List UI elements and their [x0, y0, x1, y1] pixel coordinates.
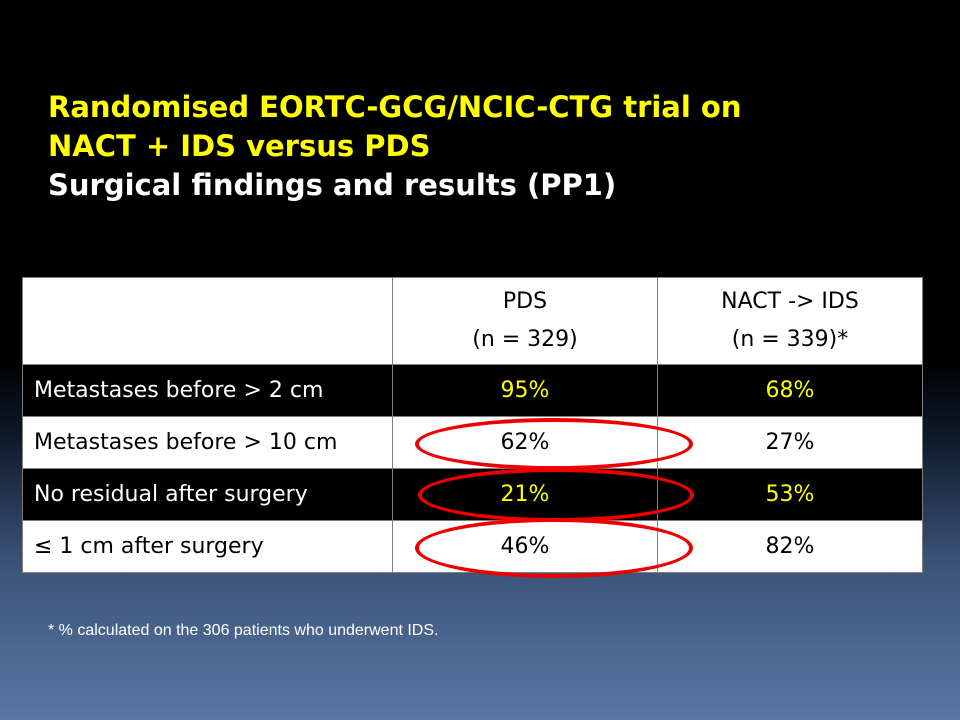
row-label: Metastases before > 10 cm — [22, 415, 393, 469]
title-line-1: Randomised EORTC-GCG/NCIC-CTG trial on — [48, 90, 742, 124]
header-nact: NACT -> IDS (n = 339)* — [657, 277, 923, 365]
nact-value: 82% — [657, 519, 923, 574]
pds-value: 95% — [392, 363, 658, 417]
header-pds-title: PDS — [502, 288, 548, 314]
row-label: No residual after surgery — [22, 467, 393, 521]
nact-value: 68% — [657, 363, 923, 417]
row-label: Metastases before > 2 cm — [22, 363, 393, 417]
header-pds: PDS (n = 329) — [392, 277, 658, 365]
table-row: No residual after surgery 21% 53% — [22, 467, 923, 521]
title-line-2: NACT + IDS versus PDS — [48, 129, 431, 163]
nact-value: 53% — [657, 467, 923, 521]
highlight-ellipse-no-residual — [418, 468, 694, 522]
footnote: * % calculated on the 306 patients who u… — [48, 622, 439, 639]
header-empty-cell — [22, 277, 393, 365]
nact-value: 27% — [657, 415, 923, 469]
header-nact-n: (n = 339)* — [731, 326, 849, 352]
highlight-ellipse-metastases-10cm — [415, 418, 693, 470]
header-pds-n: (n = 329) — [472, 326, 578, 352]
title-line-3: Surgical findings and results (PP1) — [48, 168, 617, 202]
header-nact-title: NACT -> IDS — [721, 288, 859, 314]
table-header-row: PDS (n = 329) NACT -> IDS (n = 339)* — [22, 277, 923, 365]
slide-title: Randomised EORTC-GCG/NCIC-CTG trial on N… — [48, 88, 928, 205]
table-row: Metastases before > 2 cm 95% 68% — [22, 363, 923, 417]
highlight-ellipse-1cm — [415, 518, 693, 578]
row-label: ≤ 1 cm after surgery — [22, 519, 393, 574]
